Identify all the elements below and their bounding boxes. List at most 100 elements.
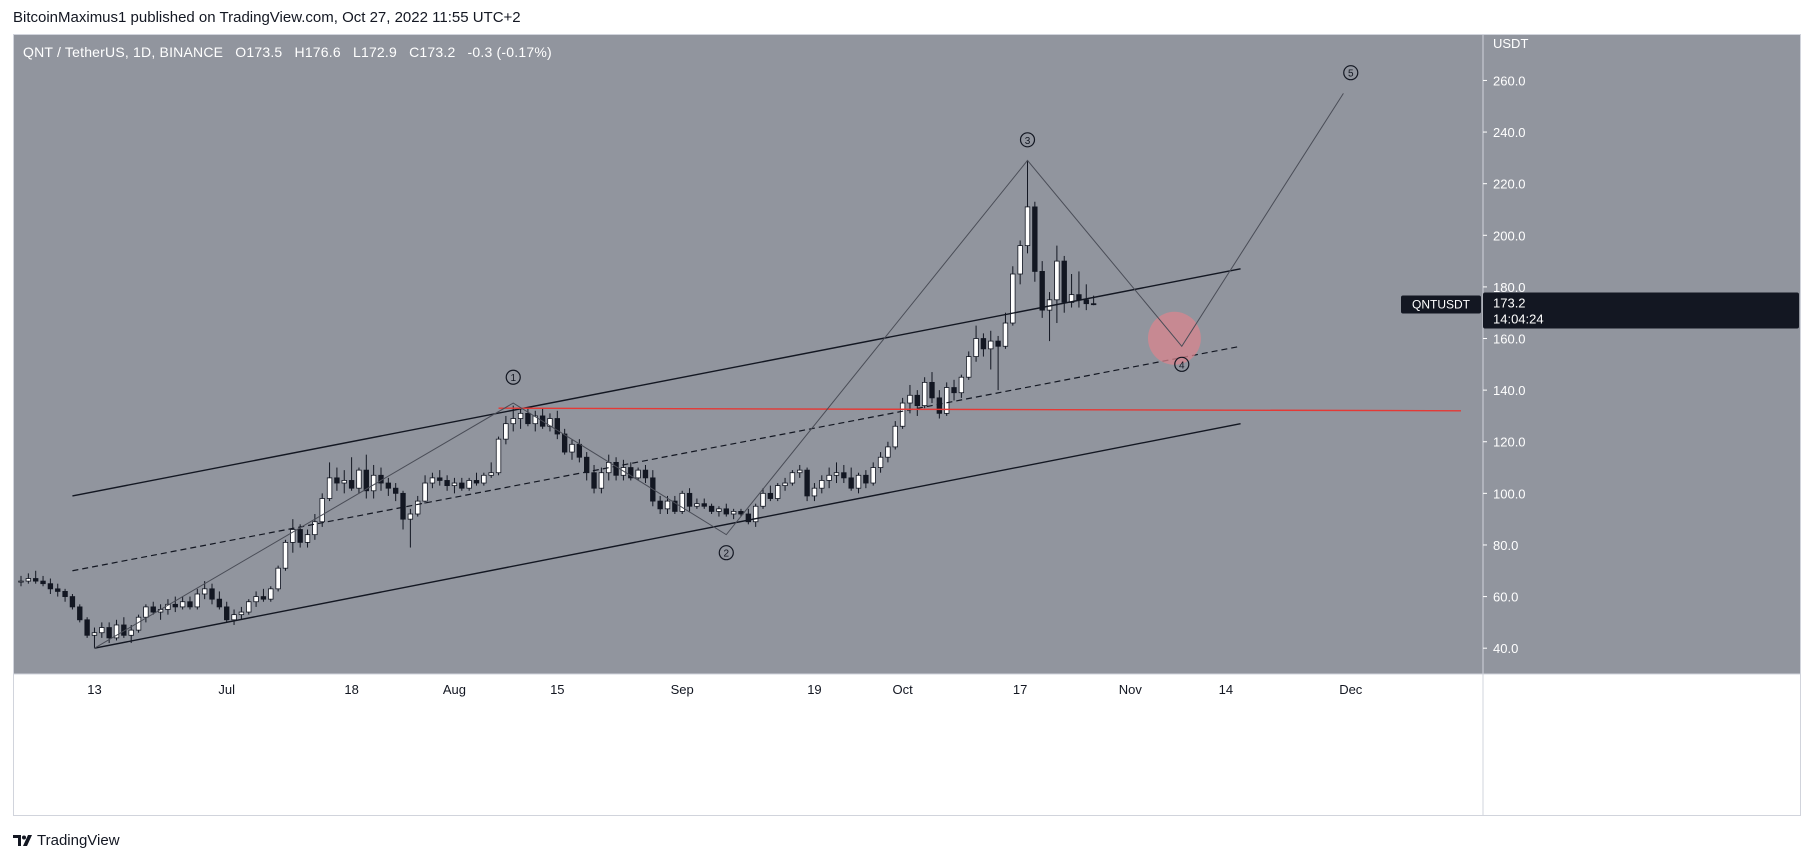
chart-area[interactable]: USDT 260.0 240.0 220.0 200.0 180.0 160.0 140.0 1… <box>13 34 1801 816</box>
candle-body <box>944 387 950 414</box>
candle-body <box>907 394 913 404</box>
wave-label-2: 2 <box>718 545 734 561</box>
candle <box>415 495 421 517</box>
candle <box>91 627 98 649</box>
candle-body <box>201 588 208 595</box>
candle-body <box>708 505 715 512</box>
candle-body <box>275 567 281 590</box>
candle-body <box>466 480 472 489</box>
candle <box>1002 312 1009 349</box>
candle-body <box>628 467 634 479</box>
target-zone-circle <box>1147 311 1201 365</box>
time-tick-label: 13 <box>87 682 101 697</box>
candle <box>966 351 972 380</box>
candle <box>584 452 590 481</box>
candle-body <box>826 474 832 481</box>
wave-label-text: 5 <box>1348 69 1354 80</box>
candle <box>899 397 906 429</box>
candle <box>407 508 414 548</box>
high-label: H <box>294 44 305 60</box>
candle <box>341 470 347 494</box>
wave-label-5: 5 <box>1343 65 1359 81</box>
candle-body <box>760 492 766 507</box>
candle-body <box>312 521 318 536</box>
candle-body <box>635 469 641 479</box>
candle <box>569 439 575 460</box>
wave-label-1: 1 <box>505 369 521 385</box>
candle-body <box>841 472 847 479</box>
price-tick-label: 160.0 <box>1493 332 1526 347</box>
candle-body <box>481 474 487 484</box>
candle-body <box>870 467 876 484</box>
plot-area <box>13 34 1483 674</box>
time-tick-label: Jul <box>218 682 235 697</box>
price-chart[interactable]: USDT260.0240.0220.0200.0180.0160.0140.01… <box>13 34 1801 816</box>
tradingview-brand[interactable]: TradingView <box>13 830 120 850</box>
wave-label-circle <box>1174 356 1190 372</box>
candle <box>224 601 230 623</box>
candle-body <box>304 534 311 543</box>
price-badge: QNTUSDT 173.214:04:24 <box>1401 292 1799 329</box>
candle-body <box>921 381 928 407</box>
candle <box>855 472 862 494</box>
candle-body <box>341 480 347 484</box>
candle <box>1017 240 1023 285</box>
candle-body <box>899 402 906 427</box>
candle-body <box>334 477 340 484</box>
candle-body <box>18 580 24 583</box>
candle <box>304 529 311 548</box>
candle-body <box>319 498 325 523</box>
candle-body <box>503 423 509 440</box>
candle-body <box>172 603 178 608</box>
symbol-badge-bg <box>1401 295 1481 314</box>
candle-body <box>143 606 149 618</box>
candle <box>944 382 950 416</box>
candle-body <box>980 338 987 350</box>
candle-body <box>951 387 957 394</box>
candle-body <box>260 596 267 600</box>
candle-body <box>128 629 134 636</box>
candle <box>363 454 369 499</box>
candle <box>767 485 774 502</box>
price-axis-currency: USDT <box>1493 36 1528 51</box>
candle <box>231 609 237 625</box>
time-tick-label: 15 <box>550 682 564 697</box>
time-tick-label: 14 <box>1219 682 1233 697</box>
candle <box>437 470 443 486</box>
price-tick-label: 80.0 <box>1493 538 1518 553</box>
candle-body <box>1076 294 1082 301</box>
candle <box>290 519 296 553</box>
candle-body <box>995 340 1001 347</box>
channel-lower-line <box>94 422 1241 649</box>
candle-body <box>569 443 575 453</box>
candle-body <box>525 412 531 425</box>
candle <box>312 514 318 540</box>
candle <box>811 483 818 502</box>
candle <box>429 472 436 489</box>
candle <box>1032 201 1038 282</box>
high-value: 176.6 <box>304 44 341 60</box>
candle <box>503 415 509 445</box>
wave-label-text: 2 <box>724 549 730 560</box>
price-tick-label: 60.0 <box>1493 590 1518 605</box>
candle-body <box>730 511 737 515</box>
candle <box>730 508 737 520</box>
candle-body <box>55 588 61 592</box>
price-badge-bg <box>1483 292 1799 329</box>
candle-body <box>106 627 112 639</box>
candle-body <box>187 601 193 608</box>
wave-label-circle <box>718 545 734 561</box>
open-label: O <box>235 44 247 60</box>
candle <box>745 508 752 525</box>
candle <box>495 436 502 476</box>
chart-frame <box>13 34 1801 816</box>
candle <box>819 475 825 494</box>
candle-body <box>429 477 436 484</box>
time-tick-label: Dec <box>1339 682 1363 697</box>
candle <box>708 503 715 514</box>
candle <box>833 462 840 484</box>
candle-body <box>363 469 369 492</box>
candle <box>789 470 796 486</box>
candle <box>246 599 252 615</box>
candle <box>47 578 54 594</box>
